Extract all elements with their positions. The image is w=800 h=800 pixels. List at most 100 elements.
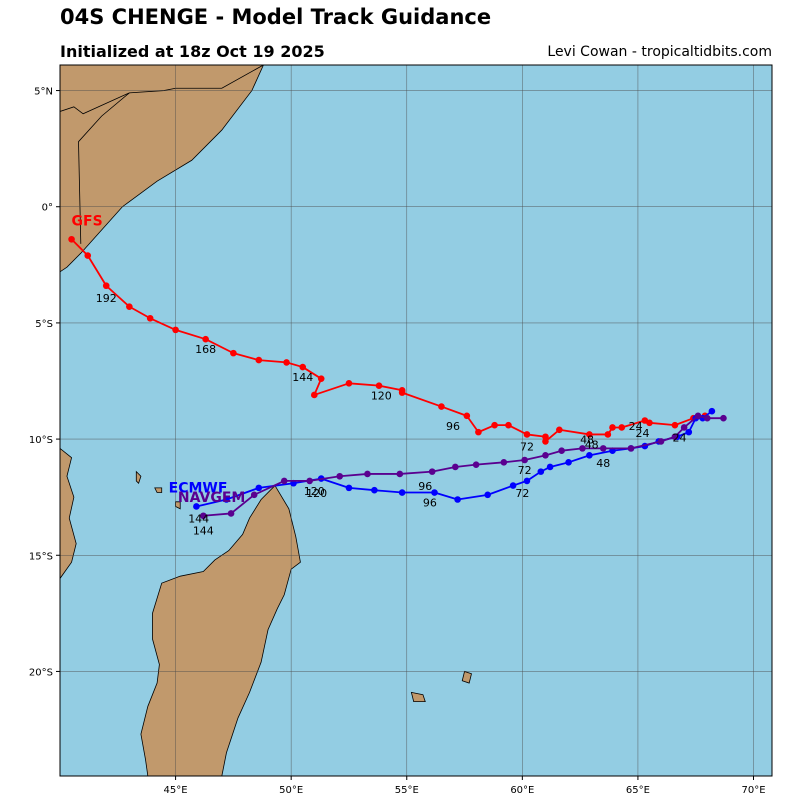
- navgem-track-point: [472, 461, 480, 468]
- gfs-track-point: [542, 433, 549, 441]
- navgem-track-point: [451, 463, 459, 471]
- axis-ticks: 45°E 50°E 55°E 60°E 65°E 70°E 5°N 0° 5°S 10°S 15°S…: [29, 87, 766, 796]
- navgem-hour-label: 120: [306, 487, 327, 500]
- gfs-hour-label: 72: [520, 441, 534, 454]
- ecmwf-track-point: [586, 452, 593, 459]
- gfs-hour-label: 144: [292, 371, 313, 384]
- gfs-track-point: [438, 403, 445, 410]
- ecmwf-track-point: [345, 484, 353, 492]
- lon-tick-label: 55°E: [395, 785, 419, 796]
- lat-tick-label: 10°S: [29, 435, 53, 446]
- ecmwf-track-point: [484, 491, 491, 499]
- ecmwf-track-point: [509, 482, 517, 489]
- madagascar-landmass: [140, 484, 301, 776]
- gfs-track-point: [542, 438, 549, 445]
- navgem-track-point: [694, 412, 702, 420]
- gfs-track-point: [146, 314, 154, 322]
- lat-tick-label: 15°S: [29, 551, 53, 562]
- lon-tick-label: 70°E: [741, 785, 765, 796]
- navgem-track-point: [599, 445, 607, 452]
- gfs-track-point: [68, 235, 75, 243]
- mauritius-landmass: [461, 670, 472, 684]
- ecmwf-track-point: [454, 496, 461, 503]
- ecmwf-track-point: [431, 489, 438, 496]
- gfs-hour-label: 24: [636, 427, 650, 440]
- navgem-track-point: [579, 445, 586, 452]
- gfs-track-point: [604, 431, 612, 438]
- grid-layer: [60, 65, 772, 776]
- comoros-2-landmass: [154, 487, 163, 493]
- gfs-hour-label: 48: [585, 438, 599, 451]
- map-frame: [59, 64, 773, 777]
- ecmwf-track-point: [708, 407, 716, 415]
- track-layer: [68, 235, 727, 520]
- navgem-track-point: [627, 445, 635, 452]
- navgem-track-point: [280, 477, 288, 485]
- navgem-track-point: [671, 433, 679, 441]
- ecmwf-track-point: [537, 468, 545, 475]
- border-line: [60, 65, 264, 115]
- ecmwf-hour-label: 120: [304, 485, 325, 498]
- lat-tick-label: 5°N: [34, 87, 53, 98]
- navgem-track-point: [680, 424, 688, 431]
- navgem-track-point: [521, 456, 528, 464]
- navgem-track-point: [720, 414, 727, 422]
- navgem-track-point: [364, 470, 371, 478]
- africa-south-landmass: [60, 447, 77, 580]
- gfs-track-point: [375, 382, 383, 389]
- lon-tick-label: 60°E: [510, 785, 534, 796]
- ecmwf-track-point: [685, 428, 693, 436]
- ecmwf-model-label: ECMWF: [169, 481, 228, 497]
- gfs-hour-label: 120: [371, 390, 392, 403]
- gfs-model-label: GFS: [72, 213, 103, 229]
- gfs-track-point: [102, 282, 110, 290]
- border-line: [78, 92, 130, 244]
- navgem-model-label: NAVGEM: [178, 490, 245, 506]
- credit: Levi Cowan - tropicaltidbits.com: [547, 44, 772, 60]
- label-layer: 24 48 72 96 120 144 168 192 GFS 24 48 72 96 120 144 ECM…: [72, 213, 687, 537]
- gfs-track-point: [609, 424, 616, 431]
- navgem-track-point: [227, 510, 235, 517]
- gfs-hour-label: 96: [446, 420, 460, 433]
- gfs-track-point: [491, 421, 498, 429]
- chart-title: 04S CHENGE - Model Track Guidance: [60, 5, 492, 29]
- lon-tick-label: 65°E: [626, 785, 650, 796]
- ecmwf-track-point: [255, 484, 263, 492]
- gfs-track-point: [641, 417, 649, 424]
- land-layer: [60, 65, 472, 776]
- gfs-track-point: [84, 252, 92, 259]
- navgem-track-point: [396, 470, 404, 478]
- africa-landmass: [60, 65, 264, 273]
- ecmwf-track-point: [371, 486, 378, 494]
- navgem-track-point: [542, 452, 549, 459]
- navgem-hour-label: 24: [629, 420, 643, 433]
- gfs-track-point: [556, 426, 563, 434]
- lat-tick-label: 20°S: [29, 667, 53, 678]
- lat-tick-label: 0°: [42, 203, 53, 214]
- gfs-hour-label: 192: [96, 292, 117, 305]
- gfs-track-point: [230, 349, 237, 357]
- gfs-track-point: [172, 326, 179, 334]
- navgem-track-point: [558, 447, 565, 455]
- ecmwf-hour-label: 24: [673, 431, 687, 444]
- lat-tick-label: 5°S: [35, 319, 53, 330]
- navgem-track-point: [250, 491, 258, 499]
- gfs-track-point: [398, 386, 406, 394]
- ecmwf-track-point: [523, 477, 531, 485]
- lon-tick-label: 45°E: [164, 785, 188, 796]
- navgem-hour-label: 48: [580, 434, 594, 447]
- gfs-track-point: [505, 421, 512, 429]
- gfs-track-point: [618, 424, 626, 431]
- gfs-track-point: [475, 428, 482, 436]
- ecmwf-track-point: [565, 459, 572, 466]
- init-time: Initialized at 18z Oct 19 2025: [60, 42, 325, 61]
- gfs-track-point: [671, 421, 679, 429]
- ecmwf-track-point: [398, 489, 406, 496]
- ecmwf-hour-label: 72: [515, 487, 529, 500]
- navgem-hour-label: 96: [418, 480, 432, 493]
- lon-tick-label: 50°E: [279, 785, 303, 796]
- gfs-track-point: [463, 412, 471, 420]
- ecmwf-track-point: [223, 496, 230, 503]
- navgem-track-point: [200, 512, 207, 520]
